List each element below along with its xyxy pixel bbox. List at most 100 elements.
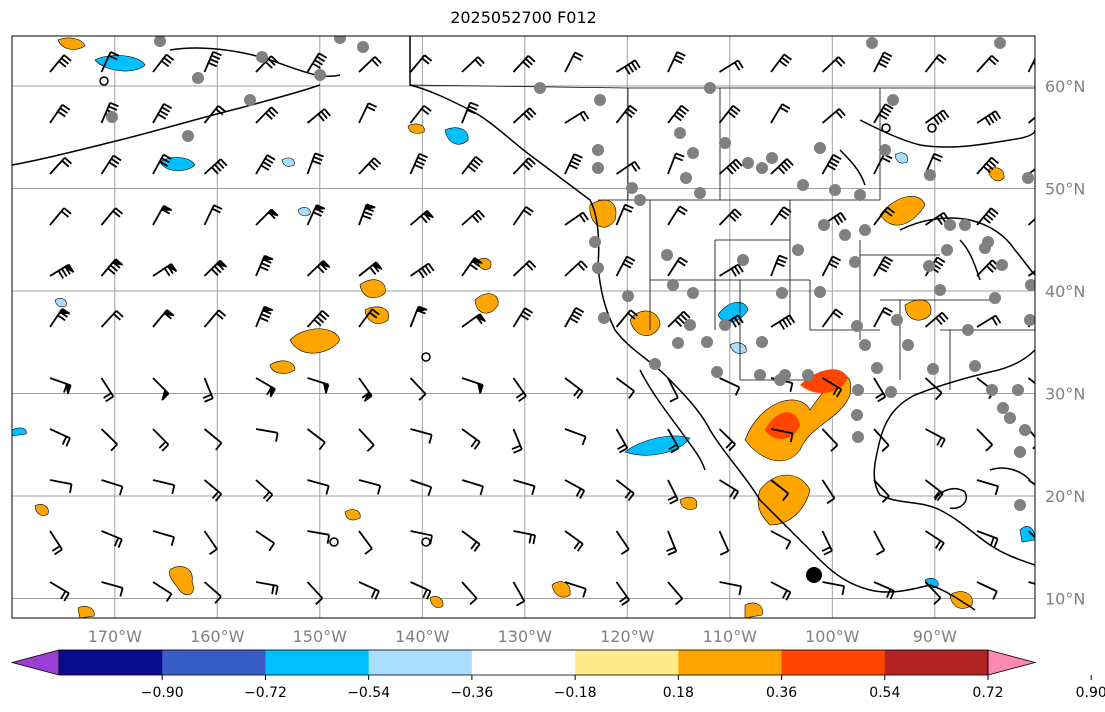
station-dot [334,36,346,44]
station-dot [672,337,684,349]
wind-barb [666,530,678,556]
station-dot [852,431,864,443]
calm-marker [881,123,891,133]
wind-barb [49,157,73,175]
wind-barb [409,153,428,175]
station-dot [814,142,826,154]
wind-barb [1028,581,1035,585]
station-dot [592,162,604,174]
wind-barb [358,203,377,226]
station-dot [944,219,956,231]
wind-barb [152,377,170,401]
wind-barb [358,308,380,328]
wind-barb [667,377,679,403]
wind-barb [873,428,890,453]
station-dot [589,236,601,248]
wind-barb [616,59,641,75]
wind-barb [821,428,839,452]
wind-barb [770,53,792,73]
wind-barb [821,530,833,556]
colorbar-segment [781,650,886,675]
station-dot [797,179,809,191]
wind-barb [306,152,324,175]
station-dot [106,111,118,123]
wind-barb [873,103,894,124]
wind-barb [667,479,679,505]
station-dot [814,286,826,298]
wind-barb [100,51,120,73]
station-dot [649,358,661,370]
wind-barb [306,204,326,226]
wind-barb [255,479,274,502]
station-dot [1022,172,1034,184]
lat-label: 20°N [1045,487,1085,506]
wind-barb [203,479,223,502]
wind-barb [719,377,741,396]
station-dot [902,339,914,351]
wind-barb [873,51,893,73]
wind-barb [976,314,1002,328]
plot-area [12,36,1035,618]
wind-barb [255,428,279,442]
wind-barb [873,256,894,277]
wind-barb [203,50,222,73]
wind-barb [152,309,175,328]
wind-barb [203,105,226,124]
wind-barb [461,101,479,124]
station-dot [592,262,604,274]
map-title: 2025052700 F012 [450,8,597,27]
colorbar-extend-high [987,649,1037,676]
wind-barb [255,377,276,398]
boundaries [409,84,1035,390]
longitude-labels: 170°W 160°W 150°W 140°W 130°W 120°W 110°W 100°W… [88,627,957,646]
lon-label: 90°W [913,627,957,646]
wind-barb [615,160,641,175]
station-dot [674,127,686,139]
wind-barb [924,211,950,226]
station-dot [891,314,903,326]
wind-barb [1027,270,1035,277]
wind-barb [976,530,999,548]
wind-barb [50,633,72,646]
wind-barb [770,428,794,443]
station-markers [106,36,1035,511]
station-dot [592,144,604,156]
wind-barb [615,309,639,328]
station-dot [776,287,788,299]
station-dot [1014,446,1026,458]
colorbar-tick-label: 0.36 [766,685,797,701]
colorbar: −0.90 −0.72 −0.54 −0.36 −0.18 0.18 0.36 0.54 0.7… [10,649,1105,701]
wind-barb [152,428,170,452]
station-dot [1025,279,1035,291]
station-dot [534,82,546,94]
calm-marker [99,76,109,86]
station-dot [887,94,899,106]
wind-barb [409,262,435,279]
wind-barb [615,377,635,399]
station-dot [885,386,897,398]
wind-barb [1027,377,1035,385]
wind-barb [306,310,330,328]
station-dot [927,363,939,375]
lat-label: 30°N [1045,385,1085,404]
wind-barb [667,581,684,606]
wind-barb [719,581,742,596]
wind-barb [307,377,330,395]
wind-barb [873,306,893,328]
wind-barb [49,104,71,124]
wind-barb [1027,217,1035,226]
colorbar-segment [678,650,783,675]
wind-barb [255,305,274,328]
station-dot [923,260,935,272]
wind-barb [255,208,279,226]
wind-barb [976,259,1000,277]
station-dot [849,256,861,268]
wind-barb [255,530,276,552]
station-dot [997,402,1009,414]
wind-barb [822,581,845,596]
wind-barb [977,633,996,652]
station-dot [941,244,953,256]
lat-label: 10°N [1045,590,1085,609]
wind-barb [100,258,124,277]
wind-barb [1027,530,1035,550]
